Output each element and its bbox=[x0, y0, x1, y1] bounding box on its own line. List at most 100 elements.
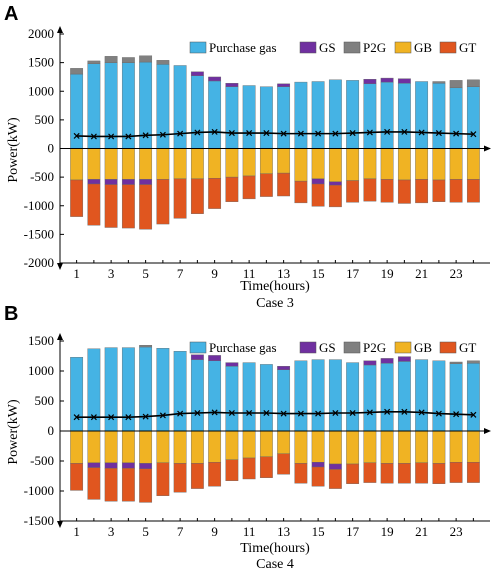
bar-gb-8 bbox=[190, 430, 204, 464]
caption-b: Case 4 bbox=[256, 557, 294, 572]
bar-gb-20 bbox=[397, 148, 411, 181]
y-tick-label: 1500 bbox=[28, 333, 54, 348]
line-point-18 bbox=[366, 409, 373, 416]
line-b bbox=[73, 408, 477, 421]
y-tick-label: 2000 bbox=[28, 26, 54, 41]
bar-gb-23 bbox=[449, 430, 463, 463]
bar-purchase_gas-22 bbox=[432, 83, 446, 149]
bar-gt-15 bbox=[311, 183, 325, 207]
bar-gb-14 bbox=[294, 148, 308, 182]
bar-purchase_gas-5 bbox=[139, 346, 153, 432]
caption-a: Case 3 bbox=[256, 296, 294, 311]
line-point-10 bbox=[228, 409, 235, 417]
bar-gt-12 bbox=[259, 456, 273, 478]
legend-swatch-p2g-b bbox=[343, 341, 361, 354]
bar-gs-19 bbox=[380, 77, 394, 83]
legend-swatch-gb-a bbox=[394, 41, 412, 54]
x-tick-label: 7 bbox=[177, 524, 184, 539]
bar-purchase_gas-18 bbox=[363, 83, 377, 149]
line-point-6 bbox=[159, 412, 166, 419]
line-point-8 bbox=[194, 409, 201, 417]
bar-purchase_gas-3 bbox=[104, 347, 118, 432]
line-point-24 bbox=[470, 131, 477, 138]
bar-gb-17 bbox=[346, 148, 360, 181]
line-point-20 bbox=[401, 408, 408, 415]
bar-purchase_gas-22 bbox=[432, 360, 446, 432]
line-point-17 bbox=[349, 409, 356, 417]
bar-gb-1 bbox=[70, 430, 84, 464]
y-tick-label: 1000 bbox=[28, 83, 54, 98]
bar-gt-16 bbox=[328, 469, 342, 489]
bar-gt-15 bbox=[311, 466, 325, 487]
y-tick-label: -1000 bbox=[24, 198, 54, 213]
bar-gt-6 bbox=[156, 462, 170, 496]
line-point-1 bbox=[73, 132, 80, 139]
bar-gt-20 bbox=[397, 179, 411, 204]
bar-gs-19 bbox=[380, 358, 394, 364]
bar-gt-18 bbox=[363, 462, 377, 483]
bar-gb-24 bbox=[466, 148, 480, 180]
bar-gt-9 bbox=[208, 462, 222, 487]
line-point-22 bbox=[435, 130, 442, 137]
x-tick-label: 1 bbox=[73, 524, 80, 539]
bar-purchase_gas-2 bbox=[87, 348, 101, 432]
bar-purchase_gas-9 bbox=[208, 80, 222, 149]
line-point-8 bbox=[194, 129, 201, 136]
x-tick-label: 9 bbox=[211, 524, 218, 539]
line-point-1 bbox=[73, 414, 80, 421]
x-tick-label: 1 bbox=[73, 266, 80, 281]
x-tick-label: 3 bbox=[108, 266, 115, 281]
bar-purchase_gas-11 bbox=[242, 85, 256, 149]
bar-gs-10 bbox=[225, 83, 239, 87]
bar-gb-20 bbox=[397, 430, 411, 464]
line-point-21 bbox=[418, 129, 425, 136]
legend-label-p2g-b: P2G bbox=[363, 340, 386, 355]
bar-gt-7 bbox=[173, 463, 187, 493]
bar-gt-19 bbox=[380, 179, 394, 203]
line-point-3 bbox=[108, 133, 115, 140]
legend-label-gs-b: GS bbox=[319, 340, 336, 355]
bar-gt-2 bbox=[87, 183, 101, 226]
bar-purchase_gas-10 bbox=[225, 86, 239, 149]
bar-gb-9 bbox=[208, 148, 222, 179]
bar-gb-3 bbox=[104, 430, 118, 463]
bar-purchase_gas-3 bbox=[104, 62, 118, 149]
bar-gb-16 bbox=[328, 430, 342, 465]
bar-gs-13 bbox=[277, 366, 291, 371]
line-point-11 bbox=[246, 409, 253, 417]
bar-gs-3 bbox=[104, 462, 118, 469]
bar-gb-10 bbox=[225, 430, 239, 460]
bar-gb-21 bbox=[415, 430, 429, 463]
x-tick-label: 11 bbox=[243, 266, 256, 281]
line-point-11 bbox=[246, 130, 253, 137]
bar-p2g-24 bbox=[466, 360, 480, 364]
x-tick-label: 9 bbox=[211, 266, 218, 281]
bar-gs-20 bbox=[397, 356, 411, 362]
bar-gb-22 bbox=[432, 148, 446, 181]
line-point-12 bbox=[263, 130, 270, 137]
bar-gb-24 bbox=[466, 430, 480, 463]
bar-gt-1 bbox=[70, 463, 84, 491]
x-tick-label: 17 bbox=[346, 266, 360, 281]
bar-gt-24 bbox=[466, 179, 480, 203]
bar-gt-18 bbox=[363, 178, 377, 202]
line-point-9 bbox=[211, 409, 218, 416]
bar-purchase_gas-14 bbox=[294, 360, 308, 432]
bar-purchase_gas-19 bbox=[380, 81, 394, 149]
line-point-7 bbox=[177, 130, 184, 137]
bar-gt-7 bbox=[173, 178, 187, 219]
bar-purchase_gas-18 bbox=[363, 364, 377, 432]
line-point-6 bbox=[159, 131, 166, 138]
bar-p2g-3 bbox=[104, 56, 118, 63]
bar-gb-2 bbox=[87, 148, 101, 180]
bar-purchase_gas-8 bbox=[190, 359, 204, 432]
bar-gb-13 bbox=[277, 430, 291, 454]
bar-gb-6 bbox=[156, 430, 170, 463]
bar-gt-10 bbox=[225, 176, 239, 202]
legend-swatch-gt-a bbox=[439, 41, 457, 54]
bar-purchase_gas-10 bbox=[225, 366, 239, 432]
legend-label-p2g-a: P2G bbox=[363, 40, 386, 55]
